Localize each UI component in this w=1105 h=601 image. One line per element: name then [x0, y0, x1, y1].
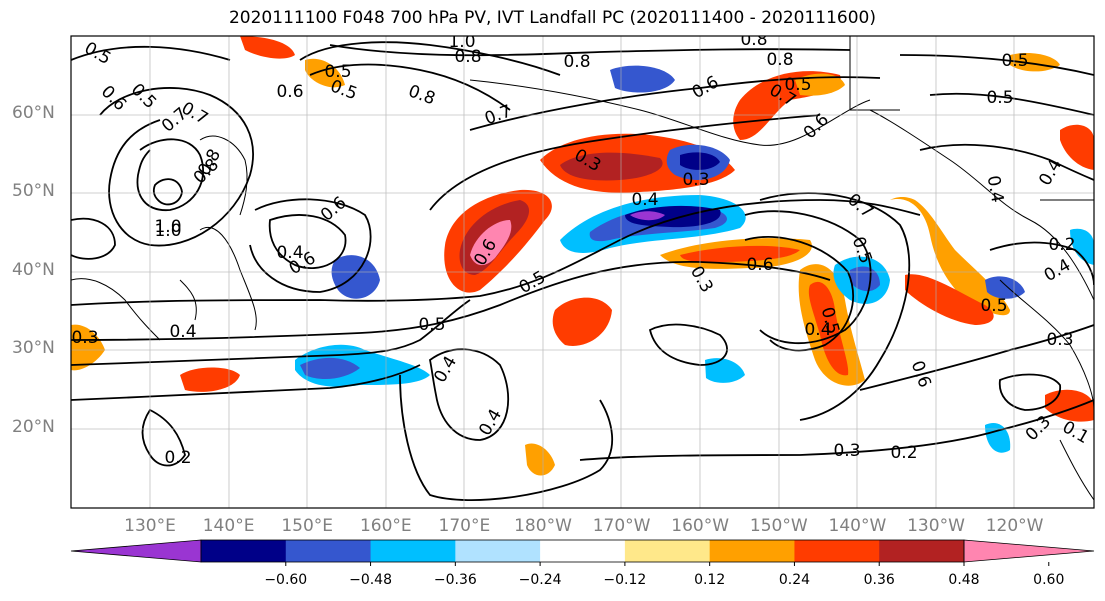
contour-label: 0.8: [563, 52, 590, 72]
colorbar-tick-label: 0.36: [863, 572, 895, 588]
colorbar-segment: [709, 540, 795, 562]
positive-blob: [305, 58, 345, 88]
colorbar-segment: [285, 540, 372, 562]
positive-blob: [180, 367, 240, 392]
colorbar-segment: [201, 540, 287, 562]
contour-label: 0.5: [324, 62, 351, 82]
contour-label: 0.2: [890, 443, 917, 463]
negative-blob: [1070, 228, 1094, 265]
longitude-label: 120°W: [985, 516, 1044, 536]
contour-label: 0.4: [804, 320, 831, 340]
colorbar-tick-label: −0.12: [603, 572, 647, 588]
longitude-label: 150°E: [281, 516, 334, 536]
colorbar-tick-label: 0.48: [948, 572, 980, 588]
contour-label: 0.4: [983, 174, 1007, 204]
longitude-label: 170°E: [438, 516, 491, 536]
negative-blob: [610, 65, 675, 93]
longitude-label: 150°W: [749, 516, 808, 536]
contour-label: 0.5: [418, 315, 445, 335]
colorbar-tick-label: −0.24: [518, 572, 562, 588]
contour-label: 1.0: [154, 217, 181, 237]
colorbar-segment: [879, 540, 965, 562]
positive-blob: [1010, 53, 1060, 72]
longitude-label: 160°W: [671, 516, 730, 536]
longitude-label: 180°W: [514, 516, 572, 536]
colorbar: [70, 539, 1095, 566]
colorbar-tick-label: −0.36: [433, 572, 477, 588]
colorbar-tick-label: −0.48: [349, 572, 392, 588]
contour-label: 0.3: [1046, 330, 1073, 350]
longitude-label: 140°W: [828, 516, 887, 536]
contour-label: 0.4: [276, 243, 303, 263]
positive-blob: [525, 443, 555, 476]
map-title: 2020111100 F048 700 hPa PV, IVT Landfall…: [228, 8, 876, 28]
negative-blob: [850, 266, 880, 292]
positive-blob: [795, 73, 845, 96]
contour-label: 0.6: [276, 82, 303, 102]
colorbar-segment: [370, 540, 456, 562]
contour-label: 0.5: [980, 296, 1007, 316]
negative-blob: [625, 205, 721, 228]
positive-blob: [680, 245, 800, 262]
latitude-label: 20°N: [12, 417, 55, 437]
positive-blob: [71, 324, 105, 371]
contour-label: 0.4: [169, 322, 196, 342]
colorbar-segment: [540, 540, 626, 562]
colorbar-segment: [455, 540, 541, 562]
longitude-label: 130°W: [907, 516, 965, 536]
colorbar-tick-label: 0.12: [694, 572, 726, 588]
contour-label: 0.5: [784, 75, 811, 95]
contour-label: 0.3: [833, 441, 860, 461]
positive-blob: [560, 152, 663, 181]
positive-blob: [808, 281, 849, 376]
contour-label: 0.3: [682, 170, 709, 190]
colorbar-tick-label: 0.60: [1033, 572, 1065, 588]
positive-blob: [905, 274, 994, 325]
latitude-label: 40°N: [12, 260, 55, 280]
longitude-label: 130°E: [124, 516, 176, 536]
positive-blob: [1060, 124, 1094, 170]
longitude-label: 140°E: [202, 516, 255, 536]
graticule: [71, 36, 1094, 508]
negative-blob: [985, 422, 1011, 453]
contour-label: 0.6: [746, 255, 773, 275]
contour-label: 0.4: [631, 190, 658, 210]
positive-blob: [890, 196, 1010, 316]
colorbar-tick-label: 0.24: [778, 572, 811, 588]
contour-label: 0.5: [1001, 51, 1028, 71]
contour-label: 0.2: [1048, 235, 1075, 255]
contour-label: 0.3: [71, 328, 98, 348]
contour-label: 0.8: [740, 30, 767, 50]
contour-label: 0.5: [986, 88, 1013, 108]
longitude-label: 160°E: [359, 516, 412, 536]
contour-label: 1.0: [154, 221, 181, 241]
negative-blob: [705, 358, 745, 383]
colorbar-tick-label: −0.60: [264, 572, 308, 588]
colorbar-segment: [794, 540, 880, 562]
longitude-label: 170°W: [592, 516, 651, 536]
positive-blob: [240, 36, 295, 59]
contour-label: 0.2: [164, 448, 191, 468]
contour-label: 1.0: [448, 32, 475, 52]
negative-blob: [630, 211, 665, 221]
map-frame: [70, 35, 1095, 509]
contour-label: 0.8: [766, 50, 793, 70]
colorbar-segment: [624, 540, 711, 562]
colorbar-outline: [200, 539, 965, 563]
colorbar-under-arrow: [70, 539, 202, 563]
negative-blob: [331, 255, 380, 299]
colorbar-over-arrow: [963, 539, 1095, 563]
latitude-label: 60°N: [12, 103, 55, 123]
contour-label: 0.8: [454, 47, 481, 67]
positive-blob: [552, 297, 612, 346]
positive-blob: [470, 220, 512, 266]
latitude-label: 50°N: [12, 181, 55, 201]
latitude-label: 30°N: [12, 338, 55, 358]
negative-blob: [300, 357, 360, 380]
